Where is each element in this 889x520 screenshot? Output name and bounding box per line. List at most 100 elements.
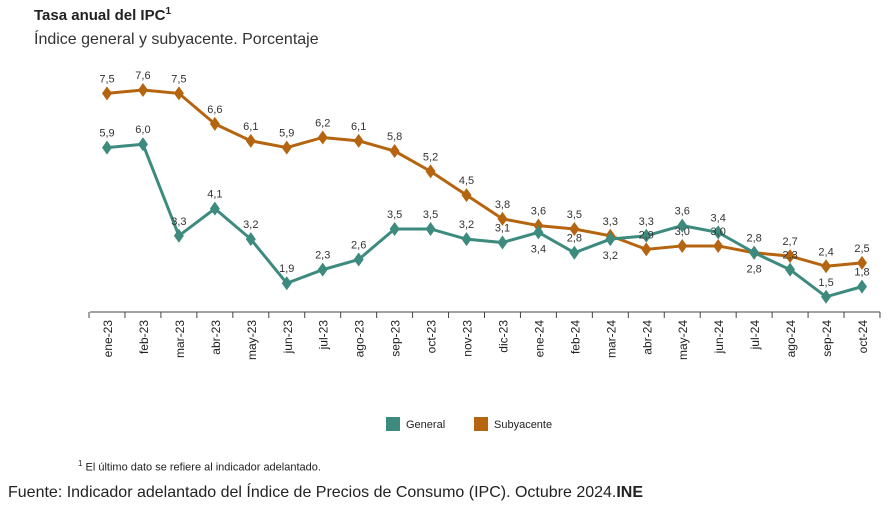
data-point [857,255,867,270]
x-tick-label: feb-24 [568,320,582,354]
data-label: 3,0 [711,226,726,238]
data-point [821,289,832,304]
data-label: 7,5 [171,73,186,85]
x-tick-label: jul-24 [748,320,762,351]
x-tick-label: oct-23 [425,320,439,354]
x-tick-label: ene-23 [101,320,115,358]
data-label: 5,8 [387,131,402,143]
data-label: 5,2 [423,151,438,163]
data-point [173,86,184,101]
data-label: 1,5 [818,277,833,289]
x-tick-label: feb-23 [137,320,151,354]
x-tick-label: sep-23 [389,320,403,357]
data-label: 2,9 [639,229,654,241]
data-label: 3,4 [531,243,546,255]
data-label: 2,4 [818,246,833,258]
data-point [713,238,724,253]
data-label: 6,2 [315,117,330,129]
data-label: 3,5 [423,209,438,221]
data-label: 3,0 [675,226,690,238]
data-point [209,116,220,131]
data-label: 2,3 [315,250,330,262]
data-point [317,130,328,145]
data-point [137,83,148,97]
x-tick-label: ago-24 [784,320,798,358]
data-point [605,232,616,247]
data-label: 2,8 [746,233,761,245]
x-tick-label: dic-23 [496,320,510,353]
chart-subtitle: Índice general y subyacente. Porcentaje [34,31,319,48]
x-tick-label: nov-23 [461,320,475,357]
data-label: 1,9 [279,263,294,275]
legend-swatch [386,417,400,431]
x-tick-label: ene-24 [532,320,546,358]
legend-label: Subyacente [494,419,552,431]
data-point [425,164,436,179]
data-label: 6,0 [135,124,150,136]
data-label: 3,3 [639,216,654,228]
x-tick-label: may-24 [676,320,690,360]
data-label: 3,6 [675,206,690,218]
line-chart: ene-23 feb-23 mar-23 abr-23 may-23 jun-23 jul-… [88,70,881,431]
chart-title: Tasa anual del IPC1 [34,6,171,24]
data-point [245,232,256,247]
data-point [497,235,508,250]
source-line: Fuente: Indicador adelantado del Índice … [8,484,644,501]
data-point [137,137,148,152]
data-point [461,232,472,247]
data-point [785,262,796,277]
data-point [713,225,724,240]
series-line-general [106,142,863,299]
x-tick-label: sep-24 [820,320,834,357]
series-line-subyacente [106,88,863,268]
data-label: 3,6 [531,206,546,218]
data-point [569,245,580,260]
x-tick-label: ago-23 [353,320,367,358]
data-label: 5,9 [99,128,114,140]
data-label: 3,4 [711,212,726,224]
data-point [677,238,688,253]
data-label: 2,7 [782,236,797,248]
data-label: 3,5 [387,209,402,221]
x-tick-label: abr-24 [640,320,654,355]
data-label: 7,6 [135,70,150,82]
data-label: 6,1 [243,121,258,133]
legend-swatch [474,417,488,431]
data-point [389,144,400,159]
data-label: 4,1 [207,189,222,201]
x-tick-label: oct-24 [856,320,870,354]
data-point [317,262,328,277]
data-point [821,259,832,274]
data-point [281,276,292,291]
data-point [677,218,688,233]
data-label: 6,1 [351,121,366,133]
x-tick-label: jul-23 [317,320,331,351]
data-point [102,140,112,155]
data-point [857,279,867,294]
data-label: 3,2 [243,219,258,231]
data-label: 2,8 [746,264,761,276]
data-point [353,133,364,148]
data-label: 5,9 [279,128,294,140]
data-point [281,140,292,155]
data-label: 3,3 [603,216,618,228]
data-point [641,242,652,257]
data-point [389,221,400,236]
data-point [173,228,184,243]
data-label: 6,6 [207,104,222,116]
data-point [785,249,796,264]
data-label: 2,3 [782,250,797,262]
x-tick-label: jun-23 [281,320,295,355]
data-label: 3,1 [495,223,510,235]
data-point [533,225,544,240]
data-point [641,228,652,243]
data-label: 3,5 [567,209,582,221]
data-point [569,221,580,236]
data-label: 3,8 [495,199,510,211]
x-tick-label: mar-24 [604,320,618,358]
data-label: 2,6 [351,240,366,252]
x-tick-label: abr-23 [209,320,223,355]
data-label: 2,8 [567,233,582,245]
title-footnote-mark: 1 [165,6,171,17]
data-label: 3,2 [603,250,618,262]
